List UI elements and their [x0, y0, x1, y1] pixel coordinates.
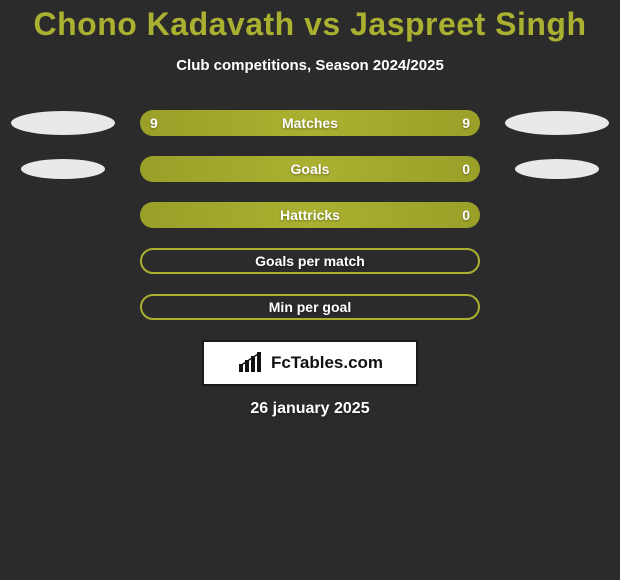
stat-label: Min per goal: [142, 299, 478, 315]
stat-label: Matches: [140, 115, 480, 131]
left-side-slot: [8, 110, 118, 136]
stat-right-value: 9: [440, 115, 470, 131]
stat-row: Goals0: [0, 156, 620, 182]
right-side-slot: [502, 156, 612, 182]
stat-right-value: 0: [440, 161, 470, 177]
player1-ellipse: [11, 111, 115, 135]
player2-ellipse: [515, 159, 599, 179]
player2-ellipse: [505, 111, 609, 135]
stat-label: Goals: [140, 161, 480, 177]
stat-row: Goals per match: [0, 248, 620, 274]
logo-text: FcTables.com: [271, 353, 383, 373]
stat-bar: 9Matches9: [140, 110, 480, 136]
left-side-slot: [8, 156, 118, 182]
right-side-slot: [502, 110, 612, 136]
stat-bar: Hattricks0: [140, 202, 480, 228]
right-side-slot: [502, 248, 612, 274]
stat-bar: Min per goal: [140, 294, 480, 320]
date-label: 26 january 2025: [0, 400, 620, 418]
stat-label: Hattricks: [140, 207, 480, 223]
stat-bar: Goals per match: [140, 248, 480, 274]
page-subtitle: Club competitions, Season 2024/2025: [0, 57, 620, 74]
stat-bar: Goals0: [140, 156, 480, 182]
page-title: Chono Kadavath vs Jaspreet Singh: [0, 0, 620, 43]
left-side-slot: [8, 294, 118, 320]
stat-rows: 9Matches9Goals0Hattricks0Goals per match…: [0, 110, 620, 320]
stat-right-value: 0: [440, 207, 470, 223]
left-side-slot: [8, 202, 118, 228]
stat-row: Min per goal: [0, 294, 620, 320]
left-side-slot: [8, 248, 118, 274]
stat-row: 9Matches9: [0, 110, 620, 136]
right-side-slot: [502, 294, 612, 320]
fctables-logo: FcTables.com: [202, 340, 418, 386]
player1-ellipse: [21, 159, 105, 179]
comparison-infographic: Chono Kadavath vs Jaspreet Singh Club co…: [0, 0, 620, 580]
stat-row: Hattricks0: [0, 202, 620, 228]
stat-label: Goals per match: [142, 253, 478, 269]
bars-icon: [237, 352, 265, 374]
right-side-slot: [502, 202, 612, 228]
stat-left-value: 9: [150, 115, 180, 131]
